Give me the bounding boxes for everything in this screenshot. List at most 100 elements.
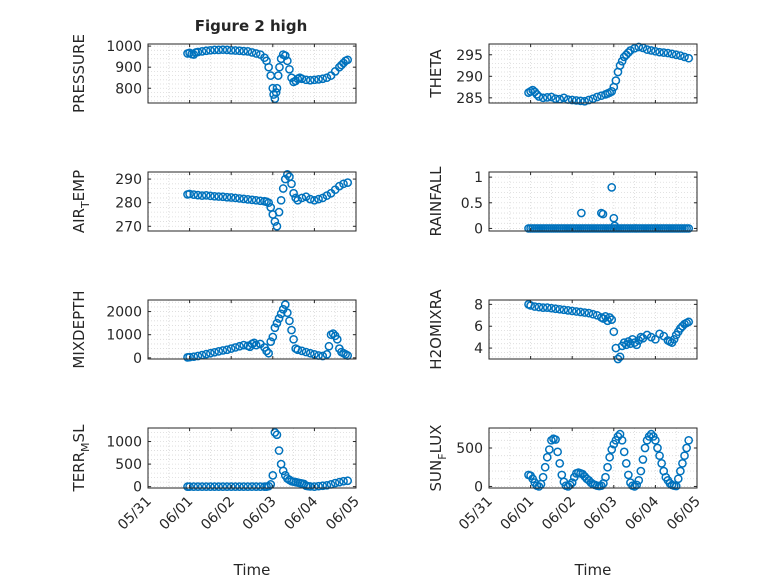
data-point <box>278 466 288 476</box>
data-point <box>218 482 228 491</box>
data-point <box>553 447 562 457</box>
data-point <box>328 329 338 338</box>
y-tick-label: 2000 <box>106 305 142 321</box>
data-point <box>235 46 244 56</box>
y-tick-label: 0 <box>474 221 483 237</box>
axes-box <box>488 299 698 360</box>
data-point <box>588 94 598 104</box>
data-point <box>644 432 654 441</box>
data-point <box>630 338 639 347</box>
data-point <box>682 443 691 453</box>
data-point <box>239 46 249 56</box>
data-point <box>305 75 315 85</box>
data-point <box>283 170 292 179</box>
data-point <box>243 195 253 204</box>
data-point <box>210 347 219 357</box>
data-point <box>559 93 569 103</box>
subplot-pressure: 800 900 1000 PRESSURE <box>70 34 357 113</box>
data-point <box>287 179 296 189</box>
data-point <box>193 190 203 200</box>
data-point <box>617 435 627 445</box>
data-point <box>274 207 284 217</box>
data-point <box>653 443 662 453</box>
data-point <box>297 193 307 203</box>
data-point <box>243 47 253 56</box>
data-point <box>599 314 608 323</box>
data-point <box>684 53 694 63</box>
y-axis-label-sub: F <box>436 453 449 459</box>
data-point <box>264 198 273 208</box>
data-point <box>310 195 319 205</box>
data-point <box>275 62 284 72</box>
data-point <box>678 459 687 468</box>
y-axis-label-main: SUN <box>427 460 445 492</box>
y-tick-label: 1000 <box>106 39 142 55</box>
data-point <box>251 482 261 491</box>
data-point <box>206 348 215 358</box>
data-point <box>310 75 319 85</box>
data-point <box>530 302 540 311</box>
data-point <box>559 305 569 315</box>
y-axis-label-main: RAINFALL <box>427 166 445 237</box>
data-point <box>218 346 228 355</box>
data-point <box>231 46 240 55</box>
data-point <box>551 94 560 104</box>
y-axis-label: MIXDEPTH <box>70 290 88 368</box>
series-markers <box>183 170 353 231</box>
plot-area <box>489 300 697 359</box>
data-point <box>249 338 259 348</box>
y-tick-label: 0.5 <box>461 196 483 212</box>
subplot-rainfall: 0 0.5 1 RAINFALL <box>427 166 698 237</box>
data-point <box>547 435 556 445</box>
data-point <box>274 314 284 323</box>
data-point <box>222 45 232 55</box>
y-tick-label: 800 <box>115 81 142 97</box>
data-point <box>572 96 581 105</box>
data-point <box>270 217 280 226</box>
data-point <box>210 191 219 201</box>
data-point <box>605 313 614 322</box>
data-point <box>598 209 608 219</box>
data-point <box>634 42 644 52</box>
data-point <box>301 75 311 85</box>
data-point <box>264 481 273 491</box>
data-point <box>642 330 652 340</box>
data-point <box>580 96 590 106</box>
data-point <box>289 334 298 344</box>
data-point <box>272 221 282 231</box>
data-point <box>542 93 552 102</box>
data-point <box>266 337 276 346</box>
data-point <box>270 323 280 333</box>
data-point <box>538 472 548 482</box>
data-point <box>285 316 294 326</box>
y-tick-label: 6 <box>474 319 483 335</box>
data-point <box>201 349 211 359</box>
data-point <box>231 193 240 203</box>
data-point <box>214 45 224 55</box>
data-point <box>314 75 323 84</box>
data-point <box>684 435 694 445</box>
y-axis-label: H2OMIXRA <box>427 289 445 370</box>
data-point <box>646 332 656 342</box>
y-axis-label: AIRTEMP <box>70 170 92 233</box>
data-point <box>218 192 228 202</box>
data-point <box>214 482 224 491</box>
data-point <box>657 459 666 468</box>
data-point <box>669 334 679 344</box>
data-point <box>262 346 271 356</box>
data-point <box>189 482 199 491</box>
y-axis-label-suffix: LUX <box>427 425 445 454</box>
data-point <box>617 56 627 66</box>
data-point <box>615 61 625 70</box>
subplot-theta: 285 290 295 THETA <box>427 42 698 107</box>
data-point <box>297 346 307 356</box>
data-point <box>567 306 577 316</box>
y-axis-label-main: AIR <box>70 208 88 233</box>
data-point <box>274 446 284 455</box>
data-point <box>619 447 629 457</box>
data-point <box>611 76 621 85</box>
axes-box <box>488 427 698 489</box>
data-point <box>332 334 342 344</box>
data-point <box>607 445 617 454</box>
data-point <box>214 347 224 356</box>
